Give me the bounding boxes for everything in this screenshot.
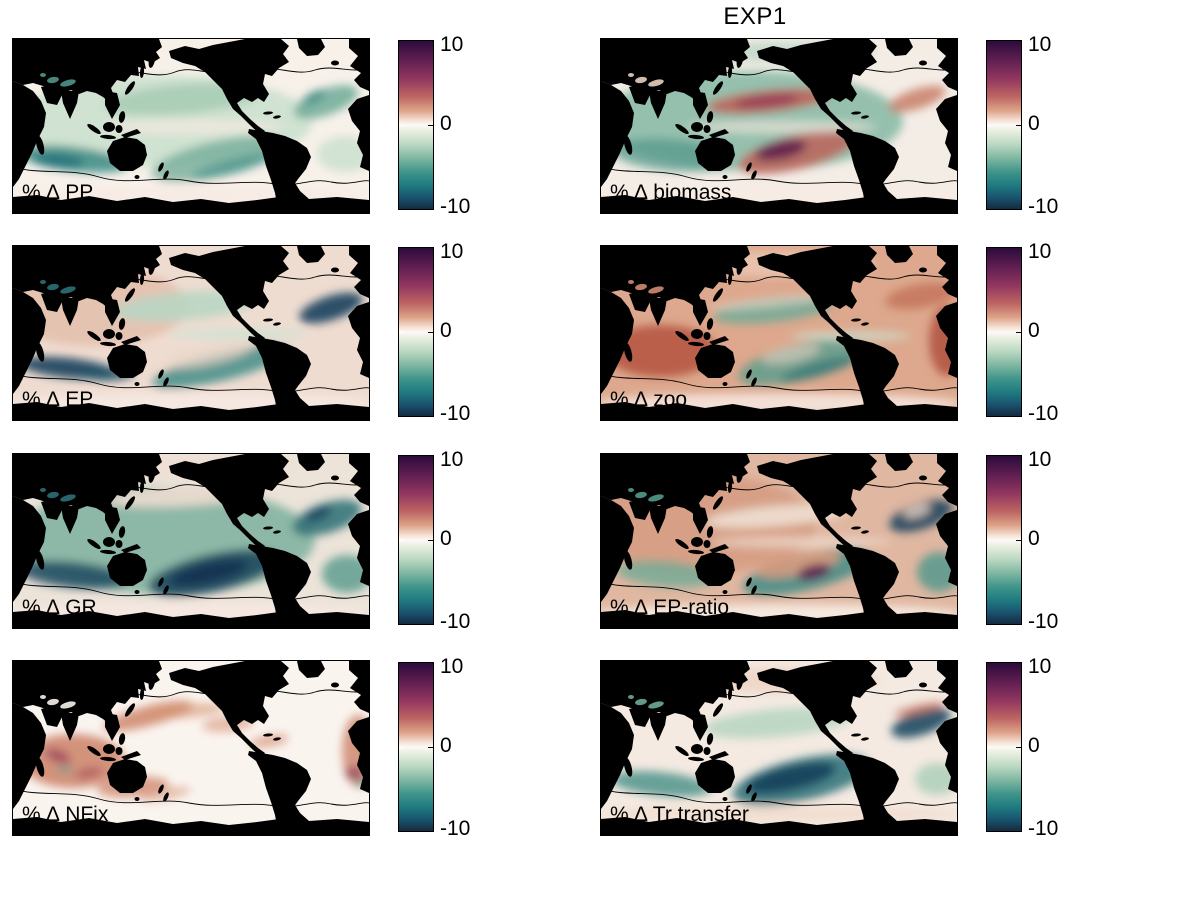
map-panel-7: % ∆ NFix 10 0 -10 <box>12 655 482 840</box>
colorbar-max-label: 10 <box>440 240 464 263</box>
colorbar-gradient <box>987 456 1021 624</box>
colorbar-gradient <box>987 41 1021 209</box>
map-panel-1: % ∆ PP 10 0 -10 <box>12 33 482 218</box>
colorbar-zero-tick-left <box>987 332 991 333</box>
panel-label: % ∆ EP <box>22 388 94 411</box>
colorbar-zero-tick-right <box>428 540 433 541</box>
world-map <box>12 660 370 836</box>
map-panel-2: % ∆ biomass 10 0 -10 <box>600 33 1070 218</box>
colorbar-min-label: -10 <box>440 610 471 633</box>
world-map <box>600 453 958 629</box>
colorbar <box>986 40 1022 210</box>
world-map <box>12 38 370 214</box>
map-panel-3: % ∆ EP 10 0 -10 <box>12 240 482 425</box>
colorbar-zero-label: 0 <box>1028 319 1040 342</box>
world-map <box>12 453 370 629</box>
colorbar-zero-tick-right <box>428 332 433 333</box>
colorbar-zero-label: 0 <box>440 734 452 757</box>
colorbar-max-label: 10 <box>440 448 464 471</box>
colorbar-max-label: 10 <box>440 33 464 56</box>
panel-label: % ∆ PP <box>22 181 94 204</box>
colorbar-zero-label: 0 <box>440 527 452 550</box>
colorbar-zero-label: 0 <box>1028 734 1040 757</box>
colorbar-zero-tick-right <box>428 125 433 126</box>
colorbar-min-label: -10 <box>440 817 471 840</box>
panel-label: % ∆ biomass <box>610 181 732 204</box>
colorbar-min-label: -10 <box>1028 610 1059 633</box>
colorbar-max-label: 10 <box>440 655 464 678</box>
panel-label: % ∆ EP-ratio <box>610 596 730 619</box>
world-map <box>600 38 958 214</box>
colorbar-gradient <box>399 456 433 624</box>
colorbar-max-label: 10 <box>1028 240 1052 263</box>
colorbar <box>398 662 434 832</box>
colorbar-zero-label: 0 <box>440 319 452 342</box>
panel-label: % ∆ NFix <box>22 803 109 826</box>
map-panel-4: % ∆ zoo 10 0 -10 <box>600 240 1070 425</box>
colorbar-min-label: -10 <box>440 402 471 425</box>
colorbar-gradient <box>399 663 433 831</box>
world-map <box>600 245 958 421</box>
map-panel-6: % ∆ EP-ratio 10 0 -10 <box>600 448 1070 633</box>
colorbar-min-label: -10 <box>1028 195 1059 218</box>
colorbar-min-label: -10 <box>1028 402 1059 425</box>
colorbar-gradient <box>987 663 1021 831</box>
colorbar-gradient <box>399 41 433 209</box>
colorbar-zero-tick-left <box>399 332 403 333</box>
colorbar-zero-tick-right <box>1016 747 1021 748</box>
colorbar-zero-tick-left <box>987 540 991 541</box>
colorbar <box>986 662 1022 832</box>
map-panel-5: % ∆ GR 10 0 -10 <box>12 448 482 633</box>
colorbar-zero-label: 0 <box>440 112 452 135</box>
colorbar-zero-tick-left <box>987 125 991 126</box>
colorbar-zero-tick-left <box>399 540 403 541</box>
world-map <box>12 245 370 421</box>
colorbar-zero-tick-left <box>399 747 403 748</box>
colorbar-zero-tick-right <box>428 747 433 748</box>
panel-label: % ∆ GR <box>22 596 97 619</box>
colorbar-zero-tick-left <box>987 747 991 748</box>
colorbar-zero-label: 0 <box>1028 112 1040 135</box>
colorbar-zero-tick-right <box>1016 540 1021 541</box>
colorbar-gradient <box>399 248 433 416</box>
colorbar-zero-tick-right <box>1016 125 1021 126</box>
panel-label: % ∆ Tr transfer <box>610 803 749 826</box>
figure-title: EXP1 <box>723 3 787 30</box>
colorbar <box>986 247 1022 417</box>
colorbar-max-label: 10 <box>1028 448 1052 471</box>
colorbar-min-label: -10 <box>440 195 471 218</box>
colorbar-zero-tick-left <box>399 125 403 126</box>
map-panel-8: % ∆ Tr transfer 10 0 -10 <box>600 655 1070 840</box>
colorbar-max-label: 10 <box>1028 655 1052 678</box>
colorbar <box>398 40 434 210</box>
colorbar-max-label: 10 <box>1028 33 1052 56</box>
colorbar <box>398 455 434 625</box>
panel-label: % ∆ zoo <box>610 388 688 411</box>
colorbar-zero-label: 0 <box>1028 527 1040 550</box>
colorbar-gradient <box>987 248 1021 416</box>
colorbar <box>398 247 434 417</box>
colorbar <box>986 455 1022 625</box>
colorbar-min-label: -10 <box>1028 817 1059 840</box>
world-map <box>600 660 958 836</box>
colorbar-zero-tick-right <box>1016 332 1021 333</box>
